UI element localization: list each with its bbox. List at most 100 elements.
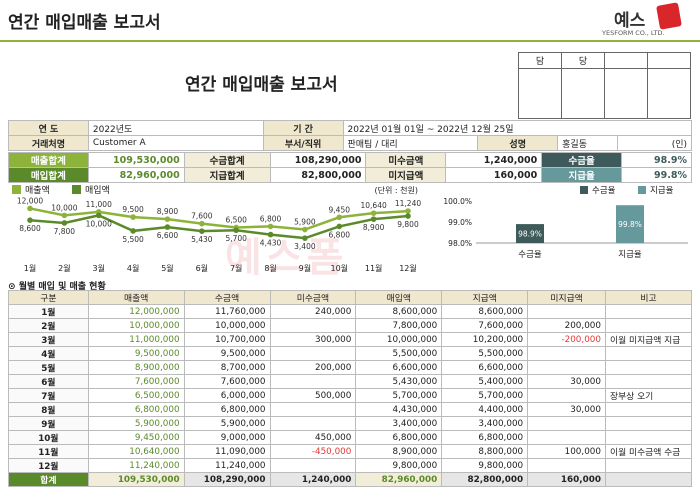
table-cell[interactable]	[527, 430, 606, 445]
table-cell[interactable]: 30,000	[527, 402, 606, 417]
table-cell[interactable]	[527, 360, 606, 375]
table-cell[interactable]: 6,800,000	[441, 430, 529, 445]
month-cell[interactable]: 6월	[8, 374, 89, 389]
month-cell[interactable]: 2월	[8, 318, 89, 333]
table-cell[interactable]: 8,900,000	[355, 444, 443, 459]
table-cell[interactable]	[605, 416, 692, 431]
table-cell[interactable]: 10,000,000	[355, 332, 443, 347]
table-cell[interactable]: 7,600,000	[183, 374, 271, 389]
table-cell[interactable]: 9,000,000	[183, 430, 271, 445]
table-cell[interactable]: 100,000	[527, 444, 606, 459]
month-cell[interactable]: 10월	[8, 430, 89, 445]
table-cell[interactable]: 9,450,000	[87, 430, 185, 445]
table-cell[interactable]	[605, 458, 692, 473]
table-cell[interactable]: 240,000	[269, 304, 357, 319]
name-value[interactable]: 홍길동	[557, 135, 619, 151]
table-cell[interactable]: 12,000,000	[87, 304, 185, 319]
table-cell[interactable]: 5,700,000	[441, 388, 529, 403]
table-cell[interactable]	[269, 318, 357, 333]
table-cell[interactable]	[605, 304, 692, 319]
approval-sign-cell[interactable]	[647, 68, 691, 119]
table-cell[interactable]: 11,240,000	[183, 458, 271, 473]
table-cell[interactable]: 8,600,000	[355, 304, 443, 319]
table-cell[interactable]: 10,700,000	[183, 332, 271, 347]
table-cell[interactable]: 9,500,000	[183, 346, 271, 361]
table-cell[interactable]: 5,400,000	[441, 374, 529, 389]
table-cell[interactable]: 5,430,000	[355, 374, 443, 389]
table-cell[interactable]	[269, 402, 357, 417]
month-cell[interactable]: 12월	[8, 458, 89, 473]
table-cell[interactable]: 8,900,000	[87, 360, 185, 375]
table-cell[interactable]: 장부상 오기	[605, 388, 692, 403]
month-cell[interactable]: 11월	[8, 444, 89, 459]
table-cell[interactable]: 9,800,000	[355, 458, 443, 473]
table-cell[interactable]	[605, 402, 692, 417]
table-cell[interactable]: 8,700,000	[183, 360, 271, 375]
period-value[interactable]: 2022년 01월 01일 ~ 2022년 12월 25일	[342, 120, 692, 136]
table-cell[interactable]: 10,000,000	[87, 318, 185, 333]
table-cell[interactable]: 500,000	[269, 388, 357, 403]
table-cell[interactable]: -450,000	[269, 444, 357, 459]
table-cell[interactable]: 7,600,000	[441, 318, 529, 333]
table-cell[interactable]	[269, 416, 357, 431]
table-cell[interactable]: 9,800,000	[441, 458, 529, 473]
table-cell[interactable]: 200,000	[269, 360, 357, 375]
table-cell[interactable]	[605, 430, 692, 445]
table-cell[interactable]: 11,240,000	[87, 458, 185, 473]
table-cell[interactable]: 5,500,000	[355, 346, 443, 361]
table-cell[interactable]	[605, 374, 692, 389]
month-cell[interactable]: 1월	[8, 304, 89, 319]
table-cell[interactable]	[269, 346, 357, 361]
month-cell[interactable]: 3월	[8, 332, 89, 347]
table-cell[interactable]	[269, 458, 357, 473]
table-cell[interactable]: 6,800,000	[355, 430, 443, 445]
table-cell[interactable]: 6,600,000	[441, 360, 529, 375]
table-cell[interactable]: 9,500,000	[87, 346, 185, 361]
table-cell[interactable]: 300,000	[269, 332, 357, 347]
table-cell[interactable]: 3,400,000	[355, 416, 443, 431]
table-cell[interactable]: 5,700,000	[355, 388, 443, 403]
table-cell[interactable]: 11,000,000	[87, 332, 185, 347]
table-cell[interactable]	[269, 374, 357, 389]
table-cell[interactable]: 10,640,000	[87, 444, 185, 459]
month-cell[interactable]: 5월	[8, 360, 89, 375]
month-cell[interactable]: 8월	[8, 402, 89, 417]
table-cell[interactable]	[605, 360, 692, 375]
table-cell[interactable]: 이월 미수금액 수금	[605, 444, 692, 459]
table-cell[interactable]: 7,800,000	[355, 318, 443, 333]
table-cell[interactable]: 6,800,000	[87, 402, 185, 417]
table-cell[interactable]: 8,600,000	[441, 304, 529, 319]
table-cell[interactable]: 4,430,000	[355, 402, 443, 417]
table-cell[interactable]: 5,500,000	[441, 346, 529, 361]
table-cell[interactable]	[605, 346, 692, 361]
table-cell[interactable]: 6,800,000	[183, 402, 271, 417]
table-cell[interactable]	[527, 416, 606, 431]
month-cell[interactable]: 9월	[8, 416, 89, 431]
table-cell[interactable]: 4,400,000	[441, 402, 529, 417]
approval-sign-cell[interactable]	[561, 68, 605, 119]
table-cell[interactable]: 3,400,000	[441, 416, 529, 431]
table-cell[interactable]: 6,600,000	[355, 360, 443, 375]
table-cell[interactable]	[605, 318, 692, 333]
table-cell[interactable]: 11,090,000	[183, 444, 271, 459]
month-cell[interactable]: 7월	[8, 388, 89, 403]
table-cell[interactable]: 5,900,000	[87, 416, 185, 431]
approval-sign-cell[interactable]	[604, 68, 648, 119]
month-cell[interactable]: 4월	[8, 346, 89, 361]
table-cell[interactable]: 30,000	[527, 374, 606, 389]
table-cell[interactable]	[527, 304, 606, 319]
approval-sign-cell[interactable]	[518, 68, 562, 119]
table-cell[interactable]	[527, 388, 606, 403]
table-cell[interactable]: 7,600,000	[87, 374, 185, 389]
table-cell[interactable]: 10,200,000	[441, 332, 529, 347]
table-cell[interactable]: -200,000	[527, 332, 606, 347]
table-cell[interactable]	[527, 346, 606, 361]
client-value[interactable]: Customer A	[87, 135, 264, 151]
table-cell[interactable]: 5,900,000	[183, 416, 271, 431]
table-cell[interactable]: 6,500,000	[87, 388, 185, 403]
table-cell[interactable]: 이월 미지급액 지급	[605, 332, 692, 347]
year-value[interactable]: 2022년도	[87, 120, 264, 136]
table-cell[interactable]: 10,000,000	[183, 318, 271, 333]
table-cell[interactable]: 11,760,000	[183, 304, 271, 319]
table-cell[interactable]: 200,000	[527, 318, 606, 333]
